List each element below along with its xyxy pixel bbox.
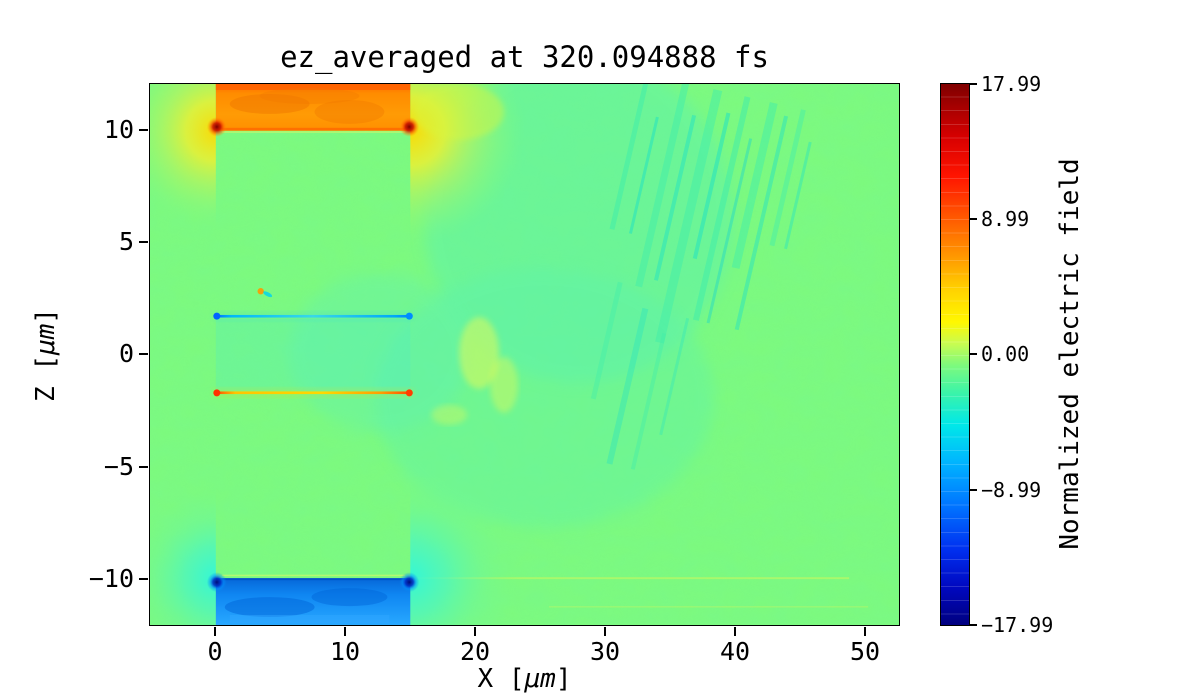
colorbar-tick-mark bbox=[970, 218, 977, 220]
x-axis-tick-label: 0 bbox=[207, 637, 223, 666]
inter-plate-channel bbox=[215, 319, 411, 391]
y-axis-tick-mark bbox=[139, 466, 148, 468]
colorbar-gradient bbox=[941, 84, 969, 625]
colorbar-level-steps bbox=[941, 84, 969, 625]
x-axis-label: X [μm] bbox=[477, 664, 572, 694]
colorbar-tick-mark bbox=[970, 353, 977, 355]
lower-electrode-region bbox=[150, 477, 525, 625]
colorbar-tick-mark bbox=[970, 489, 977, 491]
y-axis-tick-label: 5 bbox=[118, 227, 134, 256]
small-hotspot bbox=[257, 288, 273, 298]
colorbar-tick-mark bbox=[970, 624, 977, 626]
x-axis-tick-label: 10 bbox=[329, 637, 361, 666]
colorbar bbox=[940, 83, 970, 626]
upper-electrode-region bbox=[150, 84, 525, 254]
colorbar-tick-label: 8.99 bbox=[981, 207, 1030, 231]
plot-title: ez_averaged at 320.094888 fs bbox=[280, 40, 769, 74]
y-axis-tick-label: 0 bbox=[118, 339, 134, 368]
y-axis-tick-mark bbox=[139, 241, 148, 243]
lower-plate-line bbox=[213, 387, 414, 398]
y-axis-tick-label: −5 bbox=[103, 452, 134, 481]
y-axis-label: Z [μm] bbox=[31, 308, 61, 402]
x-axis-tick-mark bbox=[864, 627, 866, 636]
x-axis-tick-label: 40 bbox=[719, 637, 751, 666]
colorbar-tick-mark bbox=[970, 83, 977, 85]
colorbar-tick-label: 17.99 bbox=[981, 72, 1042, 96]
heatmap-plot bbox=[149, 83, 900, 626]
heatmap-canvas bbox=[150, 84, 899, 625]
y-axis-tick-mark bbox=[139, 353, 148, 355]
x-axis-tick-mark bbox=[344, 627, 346, 636]
y-axis-tick-mark bbox=[139, 578, 148, 580]
y-axis-tick-label: 10 bbox=[103, 115, 134, 144]
x-axis-tick-mark bbox=[214, 627, 216, 636]
colorbar-tick-label: −8.99 bbox=[981, 478, 1042, 502]
x-axis-tick-label: 50 bbox=[849, 637, 881, 666]
x-axis-tick-label: 30 bbox=[589, 637, 621, 666]
colorbar-tick-label: 0.00 bbox=[981, 342, 1030, 366]
x-axis-tick-mark bbox=[604, 627, 606, 636]
upper-plate-line bbox=[213, 311, 414, 322]
x-axis-tick-mark bbox=[474, 627, 476, 636]
colorbar-label: Normalized electric field bbox=[1055, 158, 1085, 550]
colorbar-tick-label: −17.99 bbox=[981, 613, 1054, 637]
y-axis-tick-mark bbox=[139, 129, 148, 131]
y-axis-tick-label: −10 bbox=[88, 564, 134, 593]
x-axis-tick-label: 20 bbox=[459, 637, 491, 666]
x-axis-tick-mark bbox=[734, 627, 736, 636]
